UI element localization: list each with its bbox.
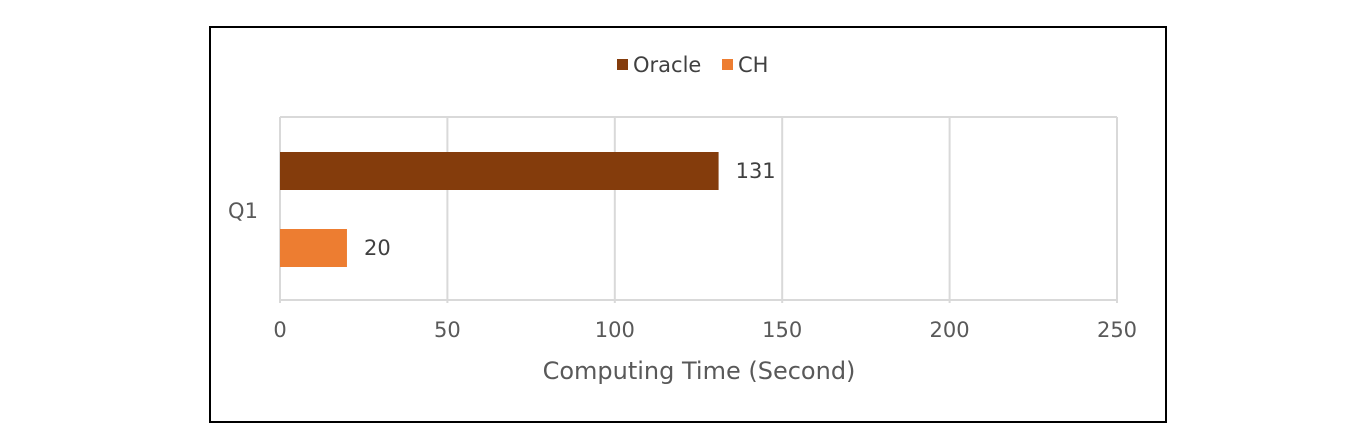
legend-swatch-oracle [617,59,628,70]
legend-label-ch: CH [738,53,768,77]
x-tick-label: 150 [762,318,802,342]
category-label-q1: Q1 [228,199,258,223]
x-tick-label: 200 [930,318,970,342]
x-tick-label: 100 [595,318,635,342]
chart-frame [209,26,1167,423]
bars [280,152,719,267]
data-label-oracle: 131 [736,159,776,183]
category-labels: Q1 [228,199,258,223]
legend-swatch-ch [722,59,733,70]
x-axis-title: Computing Time (Second) [543,357,856,385]
legend: Oracle CH [617,53,768,77]
legend-label-oracle: Oracle [633,53,701,77]
data-label-ch: 20 [364,236,391,260]
x-tick-label: 0 [273,318,286,342]
bar-oracle [280,152,719,190]
gridlines [279,116,1118,303]
x-tick-label: 250 [1097,318,1137,342]
bar-ch [280,229,347,267]
data-labels: 131 20 [364,159,776,260]
x-axis-ticks: 0 50 100 150 200 250 [273,318,1137,342]
x-tick-label: 50 [434,318,461,342]
